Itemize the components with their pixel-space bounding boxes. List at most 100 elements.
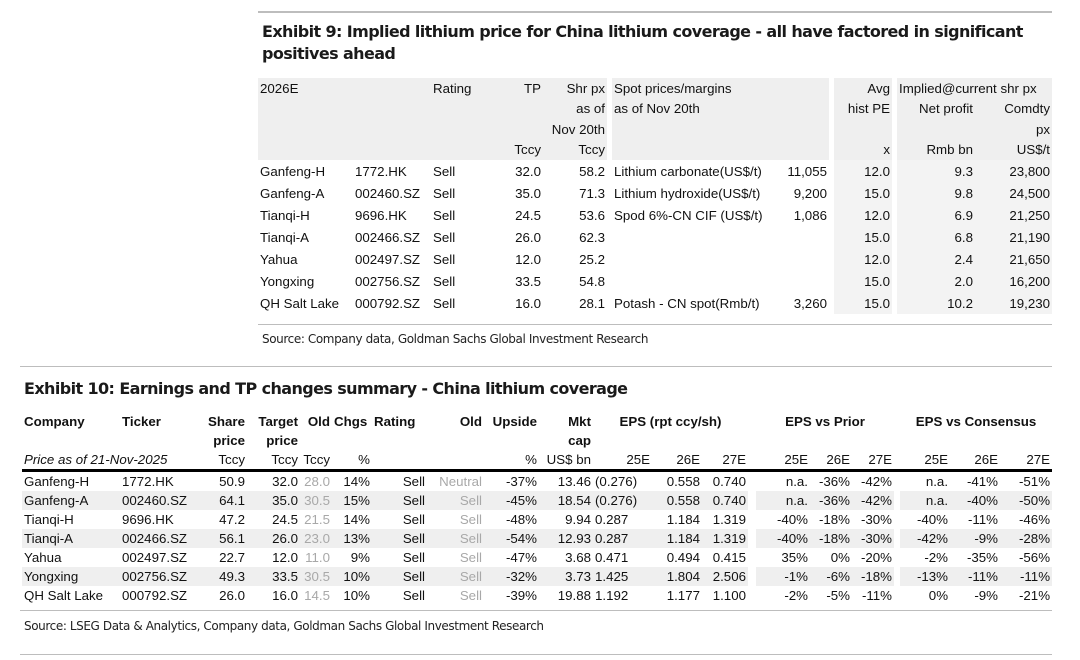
top-rule bbox=[258, 11, 1052, 13]
column-gap bbox=[894, 529, 901, 548]
table-row: Yahua 002497.SZ 22.7 12.0 11.0 9% Sell Sell -47%… bbox=[22, 548, 1052, 567]
table-cell: 54.8 bbox=[579, 273, 605, 289]
table-cell: 26.0 bbox=[515, 229, 541, 245]
table-cell bbox=[372, 450, 427, 472]
column-header bbox=[772, 98, 829, 119]
column-gap bbox=[892, 139, 897, 160]
table-cell: Lithium hydroxide(US$/t) bbox=[614, 185, 761, 201]
table-cell: 000792.SZ bbox=[122, 588, 188, 603]
table-cell: -50% bbox=[1000, 491, 1053, 510]
table-cell: -30% bbox=[852, 529, 895, 548]
column-header: Rating bbox=[374, 414, 416, 429]
table-cell: 21,250 bbox=[975, 204, 1052, 226]
table-cell: 1.177 bbox=[666, 588, 700, 603]
table-cell: 10% bbox=[343, 588, 370, 603]
table-cell: -45% bbox=[484, 491, 539, 510]
table-cell: 30.5 bbox=[300, 567, 332, 586]
table-cell: 0.287 bbox=[595, 512, 629, 527]
table-cell bbox=[300, 431, 332, 450]
table-cell bbox=[612, 248, 772, 270]
table-cell: 13% bbox=[332, 529, 372, 548]
column-header bbox=[834, 119, 892, 140]
table-cell: Sell bbox=[402, 550, 425, 565]
table-cell bbox=[772, 270, 829, 292]
table-cell: 002497.SZ bbox=[122, 550, 188, 565]
table-cell: 0.415 bbox=[712, 550, 746, 565]
table-cell: 19.88 bbox=[557, 588, 591, 603]
column-gap bbox=[748, 431, 756, 450]
table-cell: -36% bbox=[818, 474, 850, 489]
header-row: Company Ticker Share Target Old Chgs Rating Old… bbox=[22, 412, 1052, 431]
column-header: Nov 20th bbox=[543, 119, 607, 140]
table-cell: -36% bbox=[810, 491, 852, 510]
table-cell: 002460.SZ bbox=[355, 185, 421, 201]
column-header: Chgs bbox=[334, 414, 368, 429]
table-cell: -32% bbox=[484, 567, 539, 586]
table-cell: -42% bbox=[900, 529, 951, 548]
table-cell: 6.9 bbox=[897, 204, 975, 226]
unit-label: % bbox=[484, 450, 539, 472]
table-row: Ganfeng-A 002460.SZ 64.1 35.0 30.5 15% Sell Sel… bbox=[22, 491, 1053, 510]
column-header: price bbox=[266, 433, 298, 448]
table-cell: Ganfeng-H bbox=[260, 163, 326, 179]
column-gap bbox=[748, 412, 756, 431]
table-cell bbox=[950, 431, 1000, 450]
table-row: Tianqi-H 9696.HK Sell 24.5 53.6 Spod 6%-CN CI… bbox=[258, 204, 1052, 226]
column-gap bbox=[892, 270, 897, 292]
table-cell: 28.0 bbox=[304, 474, 330, 489]
table-cell: -11% bbox=[950, 567, 1001, 586]
table-cell: 53.6 bbox=[579, 207, 605, 223]
table-cell: -6% bbox=[810, 567, 852, 586]
table-cell: 9% bbox=[350, 550, 370, 565]
column-gap bbox=[748, 586, 756, 605]
table-cell: Sell bbox=[402, 588, 425, 603]
table-cell: 0.558 bbox=[666, 474, 700, 489]
table-cell: Ganfeng-H bbox=[24, 474, 90, 489]
table-cell: 12.93 bbox=[539, 529, 593, 548]
column-gap bbox=[748, 529, 756, 548]
column-header: Net profit bbox=[897, 98, 975, 119]
unit-label: 26E bbox=[810, 450, 852, 472]
table-cell: 62.3 bbox=[579, 229, 605, 245]
table-cell: 1.184 bbox=[652, 529, 702, 548]
table-cell: Sell bbox=[427, 567, 484, 586]
table-cell: -47% bbox=[505, 550, 537, 565]
unit-label: Tccy bbox=[198, 450, 247, 472]
table-cell: 19,230 bbox=[975, 292, 1052, 314]
table-cell: 56.1 bbox=[198, 529, 247, 548]
column-header: Old bbox=[459, 414, 482, 429]
table-cell: 12.0 bbox=[515, 251, 541, 267]
table-cell: 9.3 bbox=[897, 160, 975, 182]
column-header: hist PE bbox=[834, 98, 892, 119]
table-cell: -2% bbox=[784, 588, 808, 603]
table-cell: -2% bbox=[924, 550, 949, 565]
table-cell bbox=[593, 431, 652, 450]
table-cell: 6.8 bbox=[897, 226, 975, 248]
column-gap bbox=[829, 270, 834, 292]
table-cell: Lithium carbonate(US$/t) bbox=[614, 163, 762, 179]
exhibit9-title: Exhibit 9: Implied lithium price for Chi… bbox=[262, 22, 1023, 63]
table-cell: QH Salt Lake bbox=[24, 588, 104, 603]
table-cell: 002497.SZ bbox=[355, 251, 421, 267]
table-row: Ganfeng-H 1772.HK Sell 32.0 58.2 Lithium carb… bbox=[258, 160, 1052, 182]
table-cell: -48% bbox=[505, 512, 537, 527]
column-gap bbox=[607, 270, 612, 292]
exhibit10-source: Source: LSEG Data & Analytics, Company d… bbox=[24, 619, 544, 633]
table-cell: 0.471 bbox=[595, 550, 629, 565]
table-cell: -56% bbox=[1018, 550, 1051, 565]
column-header: price bbox=[213, 433, 245, 448]
table-cell: 14% bbox=[343, 512, 370, 527]
table-cell: 32.0 bbox=[515, 163, 541, 179]
exhibit9-table: 2026E Rating TP Shr px Spot prices/margins Av… bbox=[258, 78, 1052, 314]
table-cell: 50.9 bbox=[219, 474, 245, 489]
column-header: as of bbox=[543, 98, 607, 119]
table-cell bbox=[484, 431, 539, 450]
table-cell: Yongxing bbox=[260, 273, 315, 289]
table-cell: n.a. bbox=[756, 491, 810, 510]
column-gap bbox=[829, 204, 834, 226]
column-gap bbox=[607, 248, 612, 270]
table-cell: 15.0 bbox=[834, 226, 892, 248]
table-cell: 3.73 bbox=[539, 567, 593, 586]
table-cell: n.a. bbox=[785, 474, 808, 489]
table-cell: 10% bbox=[332, 567, 372, 586]
